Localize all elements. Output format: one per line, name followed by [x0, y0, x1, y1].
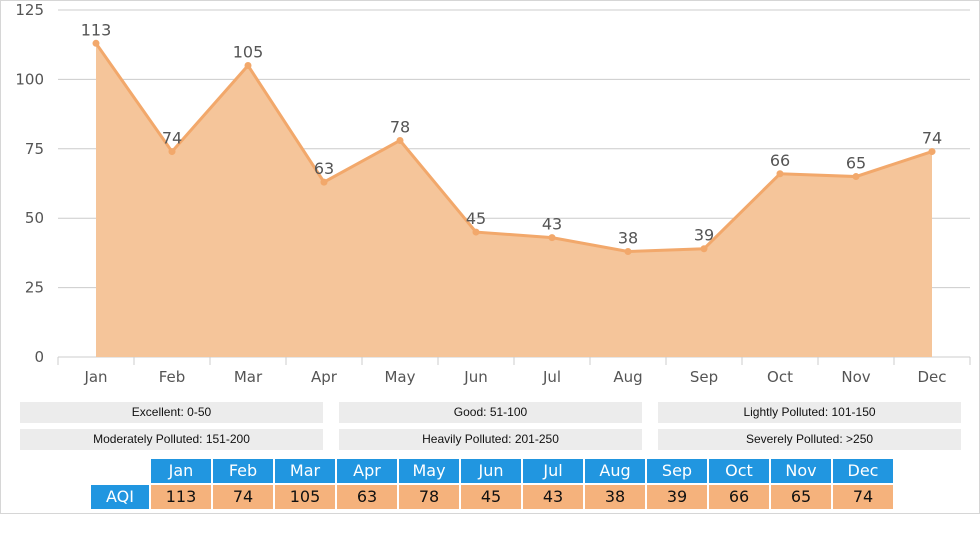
data-point: [928, 148, 936, 156]
table-corner: [91, 459, 149, 483]
x-tick-label: Jan: [83, 368, 107, 386]
table-value: 74: [833, 485, 893, 509]
y-tick-label: 25: [25, 279, 44, 297]
data-point: [852, 173, 860, 181]
data-point: [548, 234, 556, 242]
table-value: 38: [585, 485, 645, 509]
y-tick-label: 50: [25, 209, 44, 227]
data-label: 105: [233, 43, 264, 62]
x-tick-label: Sep: [690, 368, 718, 386]
area-fill: [96, 43, 932, 357]
data-point: [472, 228, 480, 236]
data-label: 113: [81, 20, 112, 39]
aqi-table: Jan Feb Mar Apr May Jun Jul Aug Sep Oct …: [89, 457, 895, 511]
legend-moderately-polluted: Moderately Polluted: 151-200: [20, 429, 323, 450]
x-tick-label: Mar: [234, 368, 263, 386]
legend-excellent: Excellent: 0-50: [20, 402, 323, 423]
x-tick-label: Feb: [159, 368, 186, 386]
data-label: 78: [390, 117, 410, 136]
data-point: [624, 248, 632, 256]
legend-lightly-polluted: Lightly Polluted: 101-150: [658, 402, 961, 423]
table-value-row: AQI 113 74 105 63 78 45 43 38 39 66 65 7…: [91, 485, 893, 509]
data-label: 66: [770, 151, 790, 170]
table-month: Jan: [151, 459, 211, 483]
legend-heavily-polluted: Heavily Polluted: 201-250: [339, 429, 642, 450]
data-label: 45: [466, 209, 486, 228]
x-tick-label: Jul: [542, 368, 561, 386]
data-label: 43: [542, 215, 562, 234]
y-tick-label: 0: [34, 348, 44, 366]
data-point: [168, 148, 176, 156]
x-tick-label: Aug: [613, 368, 642, 386]
data-label: 74: [922, 129, 942, 148]
table-month: Oct: [709, 459, 769, 483]
table-value: 66: [709, 485, 769, 509]
data-point: [244, 62, 252, 70]
data-point: [92, 39, 100, 47]
x-tick-label: Jun: [463, 368, 487, 386]
x-tick-label: May: [384, 368, 415, 386]
data-label: 39: [694, 226, 714, 245]
x-tick-label: Dec: [917, 368, 946, 386]
table-value: 43: [523, 485, 583, 509]
data-point: [700, 245, 708, 253]
table-month: Jun: [461, 459, 521, 483]
table-header-row: Jan Feb Mar Apr May Jun Jul Aug Sep Oct …: [91, 459, 893, 483]
table-month: Nov: [771, 459, 831, 483]
table-month: Mar: [275, 459, 335, 483]
table-value: 63: [337, 485, 397, 509]
data-point: [396, 136, 404, 144]
table-month: Sep: [647, 459, 707, 483]
table-value: 45: [461, 485, 521, 509]
table-month: Aug: [585, 459, 645, 483]
data-label: 74: [162, 129, 182, 148]
data-label: 65: [846, 154, 866, 173]
x-tick-label: Oct: [767, 368, 793, 386]
table-value: 39: [647, 485, 707, 509]
table-month: Feb: [213, 459, 273, 483]
y-tick-label: 125: [15, 1, 44, 19]
table-month: May: [399, 459, 459, 483]
series-line: [94, 42, 933, 254]
table-value: 105: [275, 485, 335, 509]
table-value: 74: [213, 485, 273, 509]
data-point: [320, 178, 328, 186]
x-tick-label: Apr: [311, 368, 338, 386]
legend-good: Good: 51-100: [339, 402, 642, 423]
data-point: [776, 170, 784, 178]
y-tick-label: 100: [15, 70, 44, 88]
data-label: 63: [314, 159, 334, 178]
x-tick-label: Nov: [841, 368, 870, 386]
table-month: Dec: [833, 459, 893, 483]
data-label: 38: [618, 229, 638, 248]
aqi-area-chart: 0 25 50 75 100 125 Jan Feb Mar Apr May Jun Jul Aug Sep…: [15, 1, 971, 386]
table-value: 65: [771, 485, 831, 509]
table-value: 78: [399, 485, 459, 509]
table-row-label: AQI: [91, 485, 149, 509]
y-tick-label: 75: [25, 140, 44, 158]
table-month: Apr: [337, 459, 397, 483]
table-month: Jul: [523, 459, 583, 483]
table-value: 113: [151, 485, 211, 509]
legend-severely-polluted: Severely Polluted: >250: [658, 429, 961, 450]
